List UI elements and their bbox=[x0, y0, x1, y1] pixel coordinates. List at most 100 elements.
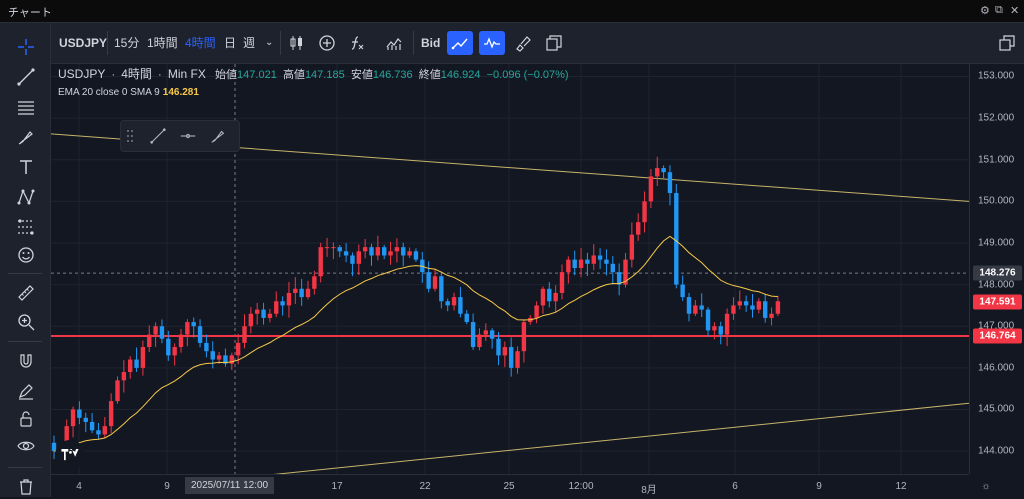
time-tick: 22 bbox=[419, 481, 431, 492]
legend-symbol[interactable]: USDJPY bbox=[58, 67, 106, 81]
candle-body bbox=[585, 259, 590, 264]
emoji-icon[interactable] bbox=[14, 243, 38, 267]
trendline-icon[interactable] bbox=[14, 65, 38, 89]
candle-body bbox=[693, 305, 698, 314]
candle-body bbox=[102, 426, 107, 435]
candle-body bbox=[324, 247, 330, 249]
candle-body bbox=[636, 222, 641, 235]
ruler-icon[interactable] bbox=[14, 281, 38, 305]
brush-icon[interactable] bbox=[510, 31, 536, 55]
legend-source: Min FX bbox=[167, 67, 206, 81]
chart-type-icon[interactable] bbox=[381, 31, 407, 55]
pattern-tool-icon[interactable] bbox=[14, 185, 38, 209]
toolbar-divider bbox=[8, 273, 42, 274]
candle-body bbox=[375, 247, 381, 256]
interval-1d[interactable]: 日 bbox=[224, 36, 237, 50]
candle-body bbox=[743, 301, 749, 306]
hline-price-label: 146.764 bbox=[973, 328, 1022, 344]
popout-icon[interactable]: ⧉ bbox=[995, 4, 1003, 16]
window-title: チャート bbox=[8, 7, 52, 19]
multi-window-icon[interactable] bbox=[994, 31, 1020, 55]
interval-1h[interactable]: 1時間 bbox=[147, 36, 178, 50]
text-tool-icon[interactable] bbox=[14, 155, 38, 179]
candle-body bbox=[331, 247, 336, 249]
interval-1w[interactable]: 週 bbox=[243, 36, 256, 50]
chart-legend: USDJPY · 4時間 · Min FX 始値147.021 高値147.18… bbox=[58, 65, 569, 101]
candle-body bbox=[305, 288, 311, 298]
candle-body bbox=[197, 326, 203, 343]
ohlc-row: USDJPY · 4時間 · Min FX 始値147.021 高値147.18… bbox=[58, 67, 569, 81]
candle-body bbox=[680, 284, 685, 298]
horizontal-lines-icon[interactable] bbox=[14, 95, 38, 119]
candle-body bbox=[763, 301, 768, 318]
price-tick: 145.000 bbox=[978, 403, 1015, 415]
candles-icon[interactable] bbox=[284, 31, 310, 55]
settings-icon[interactable]: ☼ bbox=[981, 481, 991, 492]
price-tick: 144.000 bbox=[978, 445, 1015, 457]
candle-body bbox=[274, 301, 279, 314]
candle-body bbox=[204, 342, 209, 352]
candle-body bbox=[121, 372, 127, 381]
tradingview-logo[interactable] bbox=[55, 440, 85, 470]
candle-body bbox=[629, 234, 635, 260]
toolbar-divider bbox=[107, 31, 108, 55]
trash-icon[interactable] bbox=[14, 475, 38, 499]
interval-15m[interactable]: 15分 bbox=[114, 36, 140, 50]
price-tick: 146.000 bbox=[978, 362, 1015, 374]
trendline-icon[interactable] bbox=[147, 126, 169, 146]
add-indicator-icon[interactable] bbox=[314, 31, 340, 55]
price-chart[interactable] bbox=[50, 64, 987, 492]
chart-canvas[interactable] bbox=[50, 64, 987, 492]
candle-body bbox=[655, 168, 660, 177]
fib-tool-icon[interactable] bbox=[14, 215, 38, 239]
candle-body bbox=[286, 292, 292, 306]
price-tick: 150.000 bbox=[978, 195, 1015, 207]
settings-icon[interactable]: ⚙ bbox=[980, 5, 990, 17]
candle-body bbox=[458, 297, 463, 314]
time-tick: 12:00 bbox=[568, 481, 594, 492]
candle-body bbox=[591, 255, 596, 264]
lock-icon[interactable] bbox=[14, 407, 38, 431]
bid-button[interactable]: Bid bbox=[421, 36, 441, 50]
time-axis[interactable]: 2025/07/11 12:00 4 9 17 22 25 12:00 8月 6 9 12 ☼ bbox=[51, 474, 991, 498]
brush-tool-icon[interactable] bbox=[14, 125, 38, 149]
window-titlebar: チャート ⚙ ⧉ ✕ bbox=[0, 0, 1024, 23]
candle-body bbox=[134, 359, 139, 368]
wave-active-icon[interactable] bbox=[479, 31, 505, 55]
time-tick: 9 bbox=[164, 481, 170, 492]
price-tick: 153.000 bbox=[978, 70, 1015, 82]
candle-body bbox=[394, 247, 400, 252]
interval-4h[interactable]: 4時間 bbox=[185, 36, 216, 50]
crosshair-icon[interactable] bbox=[14, 35, 38, 59]
fx-icon[interactable] bbox=[344, 31, 370, 55]
low-label: 安値 bbox=[350, 69, 373, 81]
chevron-down-icon[interactable]: ⌄ bbox=[265, 37, 274, 48]
ema-value: 146.281 bbox=[162, 87, 199, 98]
candle-body bbox=[413, 251, 419, 260]
symbol-search[interactable]: USDJPY bbox=[59, 36, 108, 50]
candle-body bbox=[502, 347, 508, 356]
candle-body bbox=[439, 276, 444, 302]
layout-icon[interactable] bbox=[541, 31, 567, 55]
time-tick: 12 bbox=[895, 481, 907, 492]
zoom-icon[interactable] bbox=[14, 310, 38, 334]
time-tick: 4 bbox=[76, 481, 82, 492]
candle-body bbox=[477, 334, 482, 348]
horizontal-ray-icon[interactable] bbox=[177, 126, 199, 146]
candle-body bbox=[115, 380, 120, 402]
price-axis[interactable]: 144.000 145.000 146.000 147.000 148.000 149.0… bbox=[969, 64, 1024, 474]
candle-body bbox=[128, 359, 133, 373]
indicator-row[interactable]: EMA 20 close 0 SMA 9 146.281 bbox=[58, 83, 569, 101]
draw-lock-icon[interactable] bbox=[14, 379, 38, 403]
line-active-icon[interactable] bbox=[447, 31, 473, 55]
close-icon[interactable]: ✕ bbox=[1010, 5, 1020, 17]
low-value: 146.736 bbox=[372, 69, 413, 81]
candle-body bbox=[674, 193, 679, 285]
eye-icon[interactable] bbox=[14, 434, 38, 458]
candle-body bbox=[572, 259, 577, 268]
candle-body bbox=[343, 251, 349, 256]
drag-handle-icon[interactable] bbox=[124, 126, 136, 146]
brush-tool-icon[interactable] bbox=[207, 126, 229, 146]
time-tick: 8月 bbox=[641, 485, 657, 496]
magnet-icon[interactable] bbox=[14, 349, 38, 373]
